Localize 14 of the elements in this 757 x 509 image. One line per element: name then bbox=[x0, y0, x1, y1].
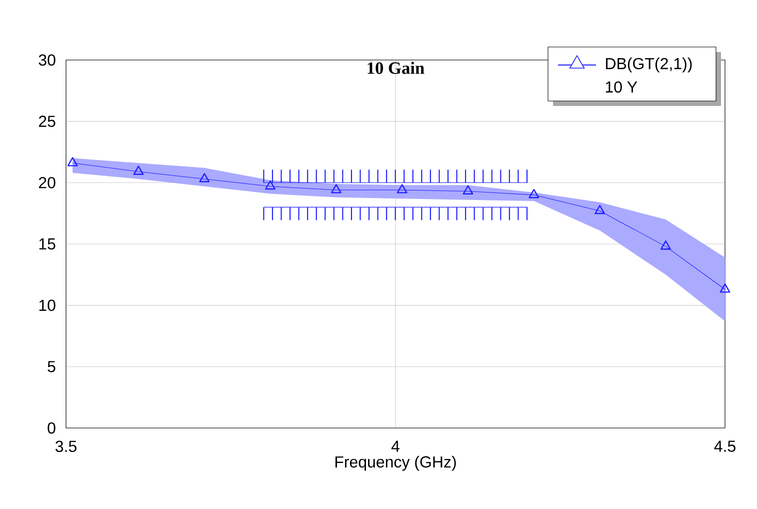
y-tick-label: 0 bbox=[48, 422, 56, 434]
x-tick-label: 4.5 bbox=[714, 440, 736, 452]
x-tick-label: 3.5 bbox=[55, 440, 76, 452]
y-tick-label: 10 bbox=[39, 300, 56, 311]
x-tick-label: 4 bbox=[391, 440, 400, 452]
y-tick-label: 30 bbox=[38, 54, 56, 66]
x-axis-title: Frequency (GHz) bbox=[335, 456, 456, 471]
legend-label: DB(GT(2,1)) bbox=[606, 58, 692, 72]
y-tick-label: 20 bbox=[38, 176, 56, 188]
annotation: 10 Y bbox=[606, 81, 638, 93]
y-tick-label: 15 bbox=[39, 238, 56, 250]
y-tick-label: 25 bbox=[38, 116, 56, 127]
y-tick-label: 5 bbox=[48, 361, 56, 372]
chart-title: 10 Gain bbox=[368, 62, 424, 74]
